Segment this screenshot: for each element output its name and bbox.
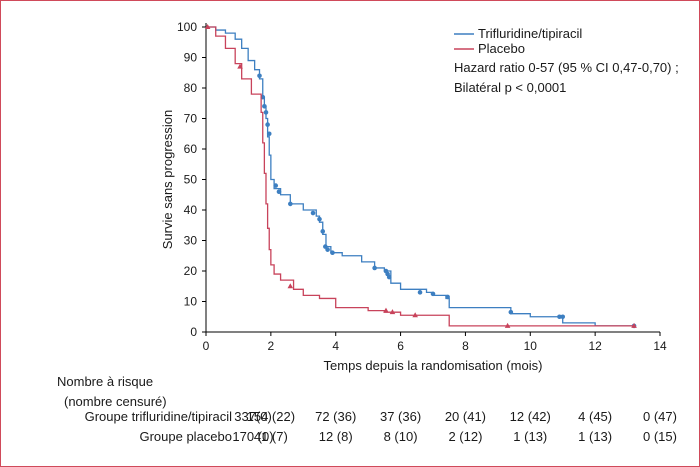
- censor-mark-trifluridine: [262, 104, 267, 109]
- series-line-placebo: [206, 26, 635, 327]
- risk-cell: 12 (8): [318, 429, 353, 444]
- y-axis-title: Survie sans progression: [160, 110, 175, 249]
- risk-cell: 4 (45): [578, 409, 613, 424]
- risk-heading-line1: Nombre à risque: [57, 374, 154, 389]
- risk-cell: 337(0): [234, 409, 272, 424]
- risk-cell: 72 (36): [315, 409, 357, 424]
- x-tick-label: 12: [588, 339, 602, 353]
- censor-mark-trifluridine: [276, 189, 282, 194]
- y-tick-label: 30: [184, 234, 198, 248]
- censor-mark-trifluridine: [263, 110, 269, 115]
- risk-cell: 12 (42): [509, 409, 551, 424]
- censor-mark-placebo: [237, 63, 243, 69]
- risk-row-label: Groupe placebo: [139, 429, 232, 444]
- censor-mark-trifluridine: [330, 250, 335, 255]
- censor-mark-placebo: [504, 322, 511, 328]
- risk-row-label: Groupe trifluridine/tipiracil: [84, 409, 232, 424]
- censor-mark-trifluridine: [288, 201, 293, 207]
- x-tick-label: 8: [462, 339, 469, 353]
- y-tick-label: 70: [184, 112, 198, 126]
- censor-mark-trifluridine: [372, 265, 377, 271]
- censor-mark-placebo: [631, 322, 637, 328]
- risk-cell: 41 (7): [253, 429, 288, 444]
- censor-mark-placebo: [204, 24, 211, 29]
- x-tick-label: 0: [203, 339, 210, 353]
- censor-mark-trifluridine: [445, 294, 450, 300]
- y-tick-label: 0: [190, 325, 197, 339]
- risk-cell: 37 (36): [379, 409, 422, 424]
- y-tick-label: 50: [184, 173, 198, 187]
- censor-mark-trifluridine: [317, 216, 322, 222]
- censor-mark-trifluridine: [265, 122, 270, 127]
- legend-entry-trifluridine: Trifluridine/tipiracil: [478, 26, 582, 41]
- risk-cell: 0 (47): [643, 409, 677, 424]
- risk-cell: 1 (13): [513, 429, 548, 444]
- risk-cell: 2 (12): [448, 429, 483, 444]
- x-tick-label: 2: [268, 339, 275, 353]
- censor-mark-trifluridine: [417, 290, 423, 295]
- x-tick-label: 4: [332, 339, 339, 353]
- y-tick-label: 20: [184, 264, 198, 278]
- censor-mark-trifluridine: [508, 309, 514, 315]
- censor-mark-trifluridine: [266, 131, 272, 137]
- legend-entry-placebo: Placebo: [478, 41, 525, 56]
- y-tick-label: 60: [184, 142, 198, 156]
- risk-cell: 20 (41): [444, 409, 487, 424]
- censor-mark-trifluridine: [257, 73, 262, 79]
- risk-cell: 170 (0): [232, 429, 274, 444]
- y-tick-label: 10: [184, 295, 198, 309]
- censor-mark-trifluridine: [273, 183, 279, 188]
- risk-cell: 1 (13): [578, 429, 613, 444]
- censor-mark-trifluridine: [430, 291, 436, 297]
- risk-cell: 0 (15): [643, 429, 677, 444]
- censor-mark-placebo: [389, 309, 396, 315]
- censor-mark-placebo: [383, 307, 389, 313]
- censor-mark-placebo: [287, 283, 294, 289]
- x-tick-label: 10: [524, 339, 538, 353]
- y-tick-label: 100: [177, 20, 197, 34]
- censor-mark-placebo: [412, 312, 418, 318]
- censor-mark-trifluridine: [325, 247, 330, 252]
- hazard-ratio-annotation: Hazard ratio 0-57 (95 % CI 0,47-0,70) ;: [454, 60, 679, 75]
- censor-mark-trifluridine: [310, 210, 316, 216]
- censor-mark-trifluridine: [560, 314, 566, 320]
- hazard-ratio-annotation: Bilatéral p < 0,0001: [454, 80, 566, 95]
- x-axis-title: Temps depuis la randomisation (mois): [324, 358, 543, 373]
- risk-cell: 8 (10): [383, 429, 418, 444]
- censor-mark-trifluridine: [320, 229, 326, 234]
- x-tick-label: 14: [653, 339, 667, 353]
- censor-mark-trifluridine: [557, 314, 562, 320]
- y-tick-label: 80: [184, 81, 198, 95]
- censor-mark-trifluridine: [386, 274, 392, 280]
- risk-cell: 154 (22): [246, 409, 296, 424]
- y-tick-label: 40: [184, 203, 198, 217]
- y-tick-label: 90: [184, 51, 198, 65]
- risk-heading-line2: (nombre censuré): [64, 394, 167, 409]
- x-tick-label: 6: [397, 339, 404, 353]
